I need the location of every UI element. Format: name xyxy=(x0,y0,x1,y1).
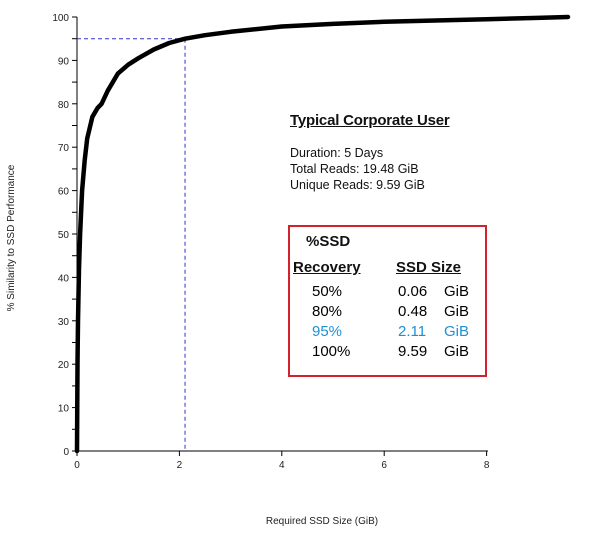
x-tick-label: 8 xyxy=(484,460,490,471)
table-header-size: SSD Size xyxy=(396,259,462,276)
table-row: 50% 0.06 GiB xyxy=(290,283,485,303)
y-tick-label: 50 xyxy=(58,230,70,241)
y-tick-label: 20 xyxy=(58,360,70,371)
cell-recovery: 80% xyxy=(312,303,343,320)
series-line xyxy=(74,14,571,454)
cell-recovery: 50% xyxy=(312,283,343,300)
cell-size: 0.48 xyxy=(398,303,428,320)
cell-unit: GiB xyxy=(444,323,470,340)
y-ticks: 0 10 20 30 40 50 60 70 80 90 100 xyxy=(52,13,77,458)
info-title: Typical Corporate User xyxy=(290,112,450,129)
cell-recovery: 100% xyxy=(312,343,351,360)
y-tick-label: 70 xyxy=(58,143,70,154)
cell-size: 9.59 xyxy=(398,343,428,360)
y-axis-label: % Similarity to SSD Performance xyxy=(6,164,17,311)
x-tick-label: 4 xyxy=(279,460,285,471)
y-tick-label: 90 xyxy=(58,56,70,67)
info-duration: Duration: 5 Days xyxy=(290,146,384,160)
cell-unit: GiB xyxy=(444,283,470,300)
y-tick-label: 80 xyxy=(58,100,70,111)
y-tick-label: 40 xyxy=(58,273,70,284)
reference-lines xyxy=(77,38,186,451)
table-header-recovery: Recovery xyxy=(293,259,361,276)
y-tick-label: 100 xyxy=(52,13,69,24)
recovery-table: %SSD Recovery SSD Size 50% 0.06 GiB 80% … xyxy=(288,225,487,377)
info-total-reads: Total Reads: 19.48 GiB xyxy=(290,162,419,176)
table-row: 95% 2.11 GiB xyxy=(290,323,485,343)
cell-recovery: 95% xyxy=(312,323,343,340)
cell-unit: GiB xyxy=(444,303,470,320)
cell-size: 0.06 xyxy=(398,283,428,300)
table-header-ssd: %SSD xyxy=(306,233,351,250)
x-ticks: 0 2 4 6 8 xyxy=(74,451,490,471)
info-unique-reads: Unique Reads: 9.59 GiB xyxy=(290,178,425,192)
info-panel: Typical Corporate User Duration: 5 Days … xyxy=(290,112,550,193)
y-tick-label: 10 xyxy=(58,404,70,415)
y-tick-label: 60 xyxy=(58,187,70,198)
cell-unit: GiB xyxy=(444,343,470,360)
x-axis-label: Required SSD Size (GiB) xyxy=(266,516,378,527)
x-tick-label: 0 xyxy=(74,460,80,471)
y-tick-label: 0 xyxy=(63,447,69,458)
cell-size: 2.11 xyxy=(398,323,427,340)
y-tick-label: 30 xyxy=(58,317,70,328)
table-row: 100% 9.59 GiB xyxy=(290,343,485,363)
x-tick-label: 2 xyxy=(177,460,183,471)
table-row: 80% 0.48 GiB xyxy=(290,303,485,323)
x-tick-label: 6 xyxy=(381,460,387,471)
